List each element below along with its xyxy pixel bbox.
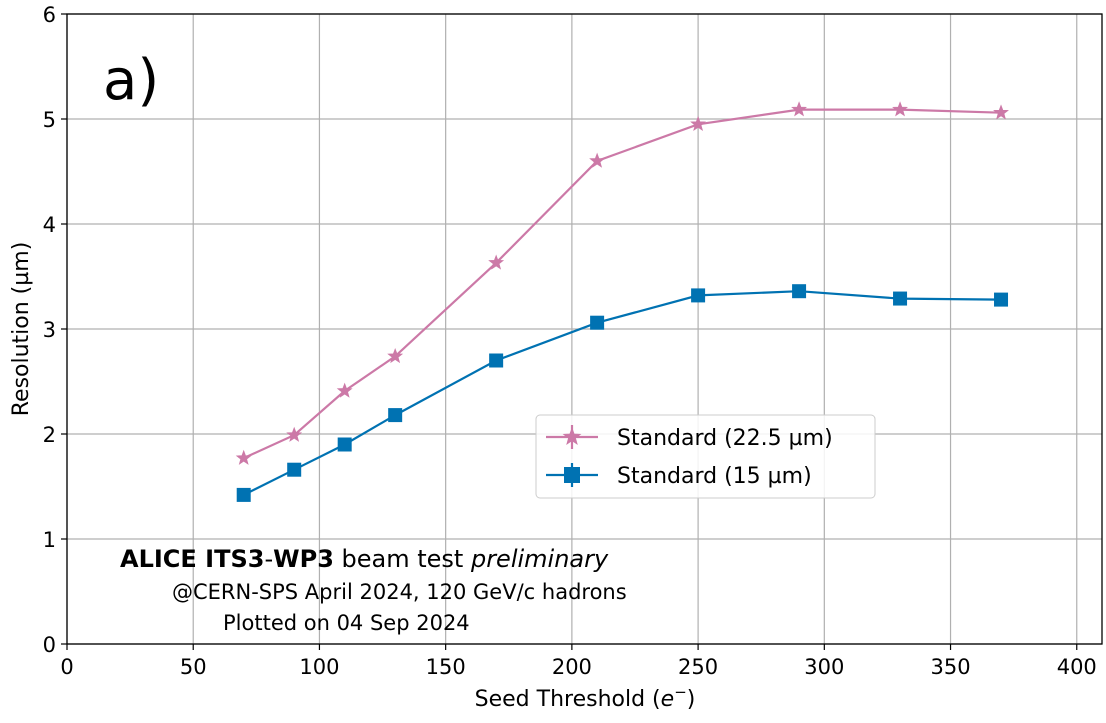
annotation-line-1: ALICE ITS3-WP3 beam test preliminary — [120, 545, 609, 573]
star-marker — [488, 254, 505, 270]
y-tick-label: 4 — [43, 213, 56, 237]
y-tick-label: 1 — [43, 528, 56, 552]
x-tick-label: 250 — [678, 655, 718, 679]
star-marker — [589, 152, 606, 168]
y-tick-label: 0 — [43, 633, 56, 657]
series-square — [236, 284, 1009, 502]
square-marker — [388, 408, 403, 423]
y-axis-label: Resolution (µm) — [9, 242, 34, 417]
square-marker — [287, 462, 302, 477]
x-axis-label: Seed Threshold (e−) — [475, 683, 696, 712]
x-tick-label: 100 — [299, 655, 339, 679]
annotation-line-3: Plotted on 04 Sep 2024 — [223, 611, 470, 635]
square-marker — [489, 353, 504, 368]
y-tick-label: 3 — [43, 318, 56, 342]
series-star — [235, 101, 1009, 465]
annotation-line-2: @CERN-SPS April 2024, 120 GeV/c hadrons — [172, 580, 627, 604]
annotation: ALICE ITS3-WP3 beam test preliminary @CE… — [120, 545, 627, 635]
star-marker — [235, 449, 252, 465]
series-line — [243, 108, 1002, 460]
square-marker — [792, 284, 807, 299]
legend-entry: Standard (22.5 µm) — [546, 425, 833, 451]
square-marker — [590, 315, 605, 330]
y-tick-label: 2 — [43, 423, 56, 447]
square-marker — [893, 291, 908, 306]
square-marker — [337, 437, 352, 452]
square-marker — [236, 487, 251, 502]
legend-entry: Standard (15 µm) — [546, 463, 812, 489]
star-marker — [336, 382, 353, 398]
series-line — [243, 290, 1002, 496]
x-tick-label: 200 — [552, 655, 592, 679]
y-tick-label: 5 — [43, 108, 56, 132]
x-tick-label: 50 — [180, 655, 207, 679]
x-tick-label: 300 — [804, 655, 844, 679]
series-layer — [235, 101, 1009, 502]
star-marker — [993, 104, 1009, 120]
y-tick-label: 6 — [43, 3, 56, 27]
x-tick-label: 150 — [426, 655, 466, 679]
star-marker — [791, 101, 808, 117]
star-marker — [892, 101, 908, 117]
axis-ticks: 0 50 100 150 200 250 300 350 400 0 1 2 3 4 5 6 — [43, 3, 1097, 679]
star-marker — [690, 115, 707, 132]
square-marker — [564, 467, 580, 483]
legend-box — [535, 414, 876, 499]
x-tick-label: 0 — [60, 655, 73, 679]
star-marker — [562, 427, 582, 445]
legend: Standard (22.5 µm) Standard (15 µm) — [535, 414, 876, 499]
panel-label: a) — [103, 48, 159, 113]
legend-label: Standard (22.5 µm) — [617, 426, 833, 451]
square-marker — [691, 288, 706, 303]
x-tick-label: 350 — [930, 655, 970, 679]
x-tick-label: 400 — [1057, 655, 1097, 679]
star-marker — [387, 347, 404, 364]
square-marker — [994, 292, 1009, 307]
star-marker — [286, 426, 303, 442]
legend-label: Standard (15 µm) — [617, 464, 812, 489]
